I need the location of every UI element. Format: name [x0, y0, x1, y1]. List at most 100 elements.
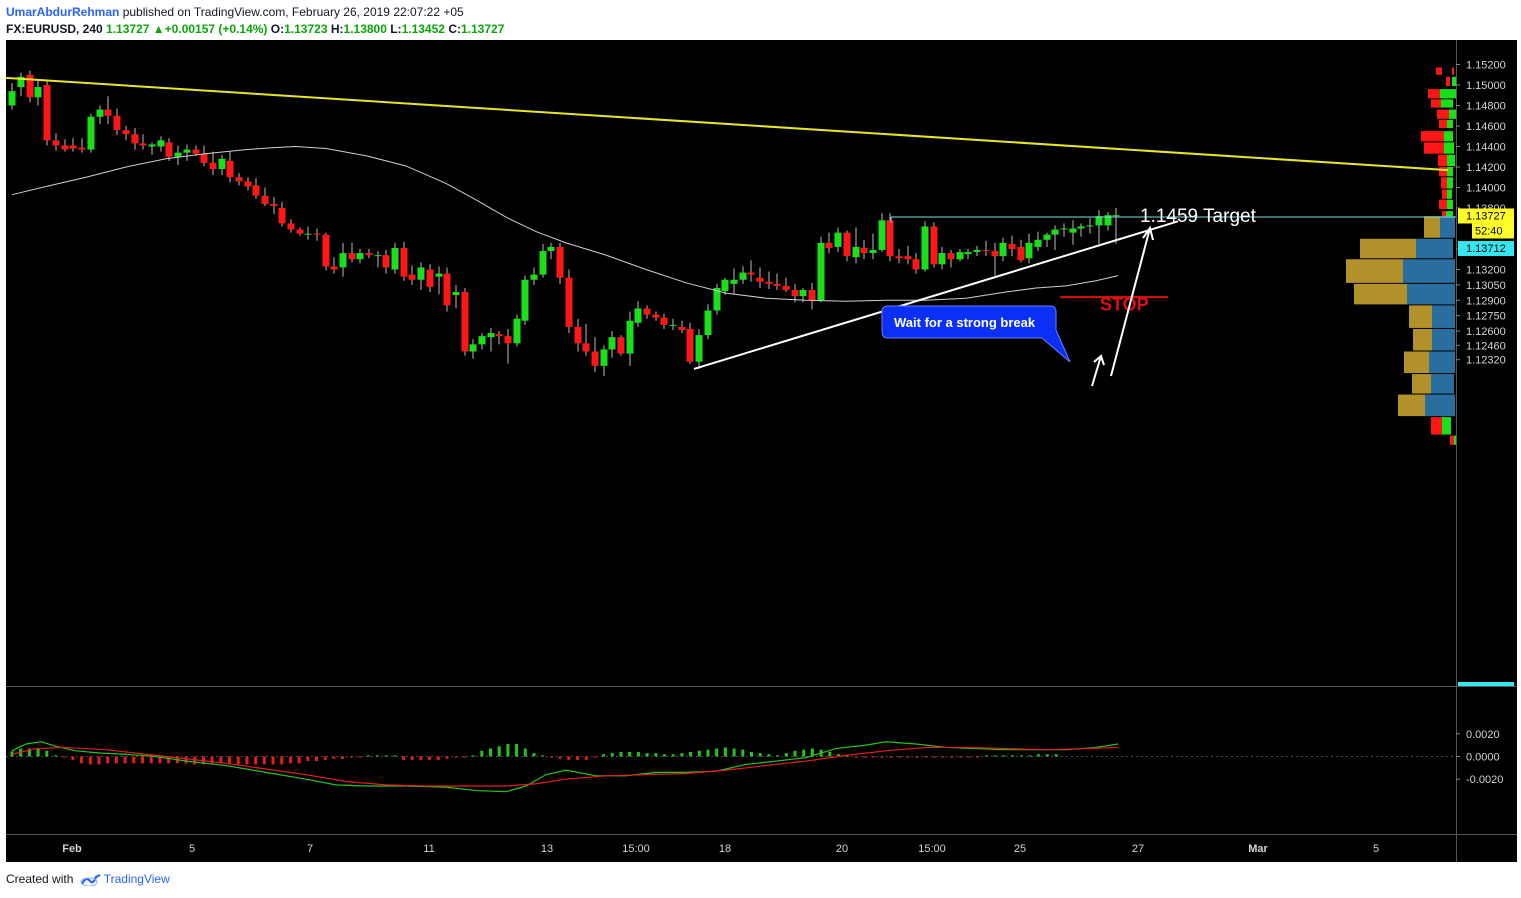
candle-up — [1043, 232, 1051, 247]
macd-histogram-bar-negative — [584, 756, 588, 760]
candle-body — [304, 233, 312, 235]
macd-histogram-bar-negative — [149, 756, 153, 764]
price-chart[interactable]: STOP 1.1459 Target Wait for a strong break… — [6, 40, 1517, 862]
volume-profile-bar — [1447, 199, 1453, 210]
volume-profile-bar — [1421, 131, 1444, 142]
candle-body — [739, 272, 747, 280]
volume-profile-bar — [1454, 435, 1456, 445]
macd-histogram-bar-negative — [924, 756, 927, 758]
macd-histogram-bar-negative — [967, 756, 971, 758]
candle-down — [61, 139, 69, 152]
candle-body — [791, 290, 799, 297]
candle-up — [96, 105, 104, 124]
candle-body — [878, 220, 886, 251]
candle-body — [1051, 229, 1059, 235]
candle-up — [973, 245, 981, 257]
drawings-layer: STOP 1.1459 Target Wait for a strong break — [6, 76, 1456, 387]
candle-body — [339, 253, 347, 268]
publish-info: published on TradingView.com, February 2… — [122, 5, 464, 19]
candle-body — [17, 76, 25, 88]
macd-histogram-bar-positive — [1037, 754, 1041, 757]
level-price-tag-text: 1.13712 — [1466, 243, 1506, 255]
candle-body — [131, 134, 139, 144]
candle-up — [304, 226, 312, 240]
macd-histogram-bar-positive — [697, 750, 701, 757]
volume-profile-bar — [1452, 67, 1454, 75]
macd-histogram-bar-positive — [489, 748, 492, 757]
macd-histogram-bar-negative — [950, 756, 954, 758]
macd-histogram-bar-negative — [428, 756, 432, 760]
time-tick-label: 5 — [1373, 843, 1379, 855]
volume-profile-bar — [1442, 211, 1446, 221]
volume-profile-bar — [1404, 351, 1429, 374]
candle-body — [686, 328, 694, 362]
volume-profile-bar — [1431, 99, 1441, 108]
volume-profile-bar — [1428, 89, 1440, 99]
candle-body — [244, 181, 252, 187]
candle-down — [270, 196, 278, 215]
candle-up — [730, 268, 738, 295]
volume-profile-bar — [1354, 283, 1407, 305]
candle-body — [521, 279, 529, 321]
time-tick-label: Mar — [1248, 843, 1268, 855]
candle-down — [895, 249, 903, 264]
candle-body — [895, 256, 903, 259]
macd-histogram-bar-negative — [106, 756, 110, 764]
candle-body — [574, 326, 582, 344]
candle-body — [365, 253, 373, 256]
candle-body — [643, 308, 651, 315]
candle-body — [174, 152, 182, 157]
last-price: 1.13727 — [106, 22, 150, 36]
candle-down — [287, 219, 295, 233]
macd-tick-label: 0.0020 — [1466, 729, 1500, 741]
macd-histogram-bar-positive — [636, 751, 640, 757]
candle-down — [69, 138, 77, 152]
tradingview-link[interactable]: TradingView — [103, 872, 170, 886]
macd-histogram-bar-negative — [297, 756, 301, 764]
price-tick-label: 1.14000 — [1466, 183, 1506, 195]
macd-histogram-bar-negative — [262, 756, 266, 765]
candle-up — [87, 113, 95, 153]
candle-body — [869, 250, 877, 254]
macd-histogram-bar-positive — [845, 755, 849, 757]
candle-up — [513, 314, 521, 347]
macd-histogram-bar-negative — [332, 756, 336, 759]
candle-body — [52, 140, 60, 146]
candle-up — [218, 154, 226, 176]
price-tick-label: 1.15000 — [1466, 80, 1506, 92]
macd-histogram-bar-positive — [784, 753, 788, 757]
macd-histogram-bar-negative — [271, 756, 275, 765]
price-tick-label: 1.12320 — [1466, 355, 1506, 367]
macd-histogram-bar-negative — [71, 756, 75, 760]
candle-body — [973, 250, 981, 253]
arrow-small-shaft — [1091, 355, 1102, 387]
chart-area[interactable]: STOP 1.1459 Target Wait for a strong break… — [6, 40, 1517, 862]
candle-down — [426, 264, 434, 293]
candle-body — [1043, 234, 1051, 240]
macd-histogram-bar-negative — [915, 756, 919, 758]
open-value: 1.13723 — [284, 22, 328, 36]
candle-down — [122, 126, 130, 141]
candle-up — [34, 80, 42, 106]
candle-down — [139, 134, 147, 150]
author-link[interactable]: UmarAbdurRehman — [6, 5, 120, 19]
candle-down — [617, 335, 625, 356]
candle-down — [591, 337, 599, 372]
candle-body — [765, 281, 773, 284]
candle-down — [991, 242, 999, 276]
macd-histogram-bar-positive — [706, 749, 710, 757]
candle-body — [43, 85, 51, 141]
macd-histogram-bar-negative — [62, 756, 66, 758]
macd-histogram-bar-positive — [837, 754, 840, 757]
volume-profile-bar — [1442, 417, 1451, 435]
candle-up — [469, 339, 477, 359]
candle-body — [999, 242, 1007, 257]
macd-histogram-bar-negative — [419, 756, 423, 760]
macd-tick-label: -0.0020 — [1466, 774, 1503, 786]
candle-up — [487, 327, 495, 352]
arrow-target-head — [1142, 225, 1154, 241]
candle-down — [113, 108, 121, 136]
price-tick-label: 1.12750 — [1466, 311, 1506, 323]
macd-histogram-bar-negative — [402, 756, 405, 760]
volume-profile-bar — [1440, 216, 1455, 238]
